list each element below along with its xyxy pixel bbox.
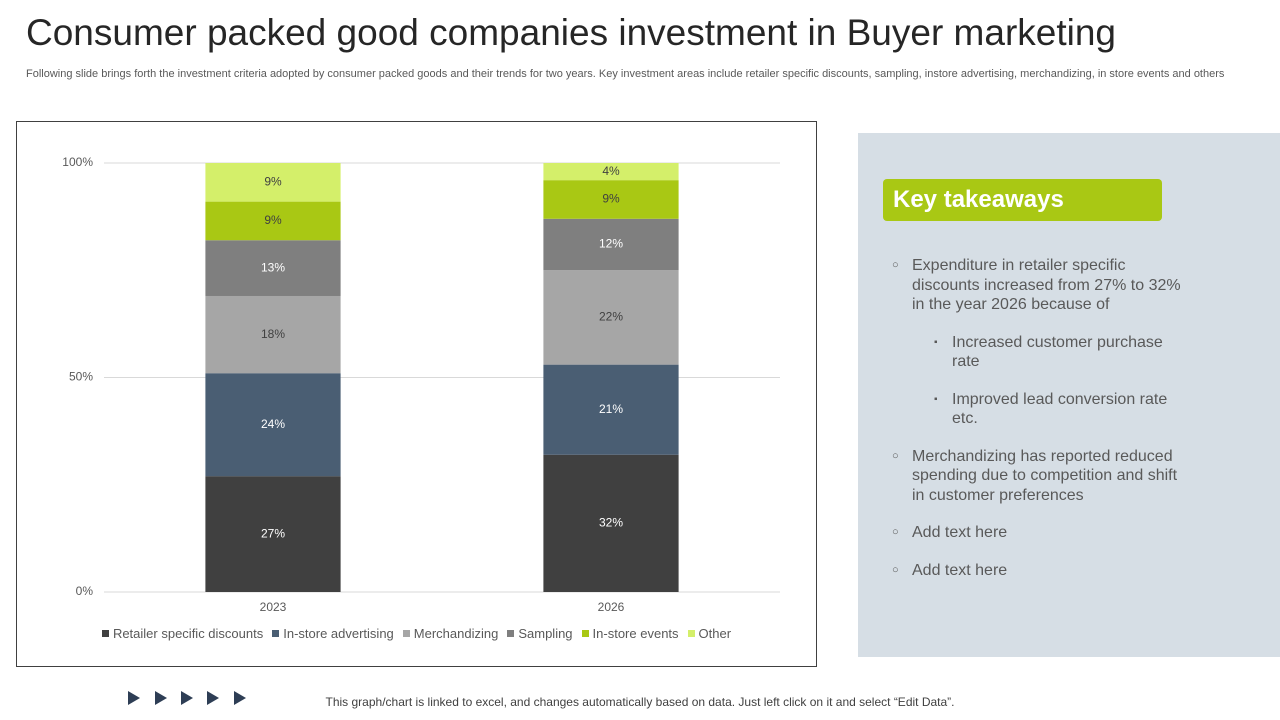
bar-segment [543, 270, 679, 365]
data-label: 22% [599, 310, 623, 324]
nav-arrows [128, 691, 246, 705]
data-label: 21% [599, 402, 623, 416]
legend-label: In-store events [592, 626, 679, 641]
data-label: 18% [261, 327, 285, 341]
legend-swatch [272, 630, 280, 637]
arrow-icons [128, 691, 246, 705]
takeaway-subitem: Increased customer purchase rate [912, 333, 1190, 372]
takeaway-text: Expenditure in retailer specific discoun… [912, 257, 1181, 313]
data-label: 27% [261, 526, 285, 540]
legend-swatch [581, 630, 589, 637]
legend-swatch [507, 630, 515, 637]
data-label: 32% [599, 516, 623, 530]
legend-label: Other [698, 626, 732, 641]
legend-swatch [402, 630, 410, 637]
bar-segment [205, 163, 341, 202]
bar-segment [543, 218, 679, 271]
chart: 0% 50% 100% 27% 24% 18% 13% 9% 9% 2023 32% 21% 22% 12… [62, 155, 780, 614]
bar-segment [205, 201, 341, 241]
subtitle: Following slide brings forth the investm… [26, 68, 1225, 80]
footer-note: This graph/chart is linked to excel, and… [325, 695, 955, 709]
legend-label: In-store advertising [283, 626, 394, 641]
legend-label: Merchandizing [413, 626, 499, 641]
legend-item: In-store advertising [272, 626, 394, 641]
takeaway-subitem: Improved lead conversion rate etc. [912, 390, 1190, 429]
takeaway-text: Add text here [912, 524, 1008, 541]
x-tick-label: 2026 [598, 600, 625, 614]
data-label: 9% [264, 174, 282, 188]
bar-segment [205, 373, 341, 477]
bar-segment [205, 476, 341, 592]
takeaways-list: Expenditure in retailer specific discoun… [890, 256, 1190, 598]
takeaway-item: Expenditure in retailer specific discoun… [890, 256, 1190, 429]
y-tick-label: 50% [69, 370, 93, 384]
data-label: 13% [261, 260, 285, 274]
legend-swatch [101, 630, 109, 637]
takeaway-item: Merchandizing has reported reduced spend… [890, 447, 1190, 506]
legend-label: Sampling [518, 626, 573, 641]
bar-segment [205, 295, 341, 374]
bar-segment [205, 240, 341, 296]
data-label: 9% [602, 192, 620, 206]
legend-item: In-store events [581, 626, 679, 641]
x-tick-label: 2023 [260, 600, 287, 614]
legend-item: Sampling [507, 626, 573, 641]
data-label: 4% [602, 164, 620, 178]
legend-swatch [687, 630, 695, 637]
bar-segment [543, 454, 679, 592]
takeaways-heading: Key takeaways [883, 179, 1162, 221]
legend-item: Merchandizing [402, 626, 499, 641]
bar-segment [543, 180, 679, 219]
data-label: 24% [261, 417, 285, 431]
takeaway-item: Add text here [890, 561, 1190, 581]
data-label: 12% [599, 237, 623, 251]
y-tick-label: 0% [76, 584, 94, 598]
bar-segment [543, 163, 679, 181]
legend-item: Other [687, 626, 732, 641]
data-label: 9% [264, 213, 282, 227]
legend: Retailer specific discounts In-store adve… [16, 626, 817, 641]
takeaway-text: Add text here [912, 561, 1008, 579]
legend-item: Retailer specific discounts [101, 626, 264, 641]
takeaway-item: Add text here [890, 523, 1190, 543]
bar-segment [543, 364, 679, 455]
takeaway-text: Merchandizing has reported reduced spend… [912, 447, 1178, 504]
title: Consumer packed good companies investmen… [26, 12, 1117, 53]
chart-frame [16, 121, 817, 667]
y-tick-label: 100% [62, 155, 93, 169]
legend-label: Retailer specific discounts [112, 626, 264, 641]
